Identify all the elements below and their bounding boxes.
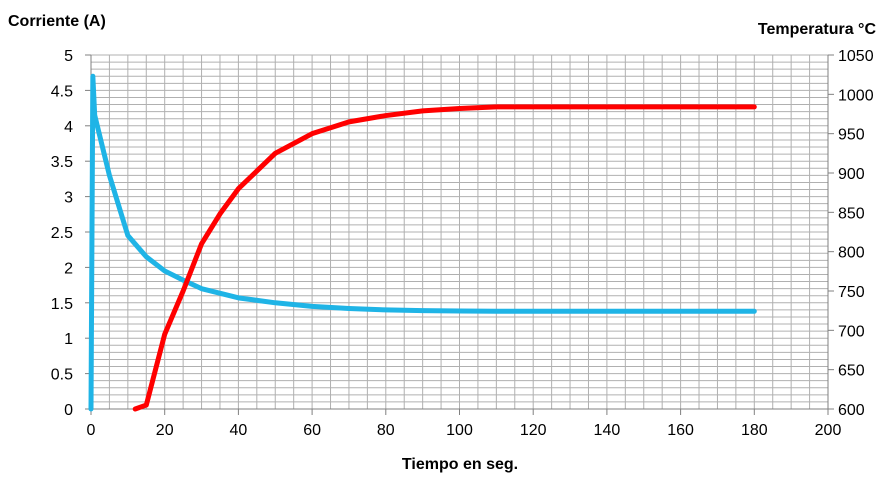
y-left-tick-label: 4.5 — [51, 83, 73, 100]
y-left-tick-label: 3 — [64, 190, 73, 207]
x-tick-label: 120 — [520, 422, 547, 439]
grid — [90, 54, 829, 410]
y-right-tick-label: 800 — [838, 245, 865, 262]
x-tick-label: 180 — [741, 422, 768, 439]
x-axis-title: Tiempo en seg. — [402, 456, 518, 473]
y-right-tick-label: 700 — [838, 323, 865, 340]
y-left-tick-label: 2 — [64, 260, 73, 277]
y-axis-left-title: Corriente (A) — [8, 13, 106, 30]
y-left-tick-label: 0 — [64, 402, 73, 419]
x-tick-label: 140 — [594, 422, 621, 439]
y-right-tick-label: 750 — [838, 284, 865, 301]
x-tick-label: 100 — [446, 422, 473, 439]
x-tick-label: 0 — [87, 422, 96, 439]
y-left-tick-label: 2.5 — [51, 225, 73, 242]
series-line-corriente — [88, 73, 757, 412]
y-left-tick-label: 4 — [64, 119, 73, 136]
y-left-tick-label: 3.5 — [51, 154, 73, 171]
y-axis-right-title: Temperatura °C — [758, 21, 877, 38]
y-right-tick-label: 850 — [838, 205, 865, 222]
y-left-tick-label: 1 — [64, 331, 73, 348]
series — [88, 73, 757, 412]
x-tick-label: 20 — [156, 422, 174, 439]
tick-labels: 0 20 40 60 80 100 120 140 160 180 200 0 0.5 1 1.5 2 2.5 3… — [51, 48, 874, 439]
series-line-temperatura — [132, 104, 757, 412]
x-tick-label: 80 — [377, 422, 395, 439]
y-right-tick-label: 950 — [838, 127, 865, 144]
y-left-tick-label: 5 — [64, 48, 73, 65]
y-right-tick-label: 600 — [838, 402, 865, 419]
x-tick-label: 60 — [303, 422, 321, 439]
y-right-tick-label: 650 — [838, 363, 865, 380]
y-left-tick-label: 1.5 — [51, 296, 73, 313]
y-left-tick-label: 0.5 — [51, 367, 73, 384]
y-right-tick-label: 1050 — [838, 48, 874, 65]
x-tick-label: 40 — [230, 422, 248, 439]
y-right-tick-label: 1000 — [838, 87, 874, 104]
y-right-tick-label: 900 — [838, 166, 865, 183]
x-tick-label: 200 — [815, 422, 842, 439]
x-tick-label: 160 — [667, 422, 694, 439]
